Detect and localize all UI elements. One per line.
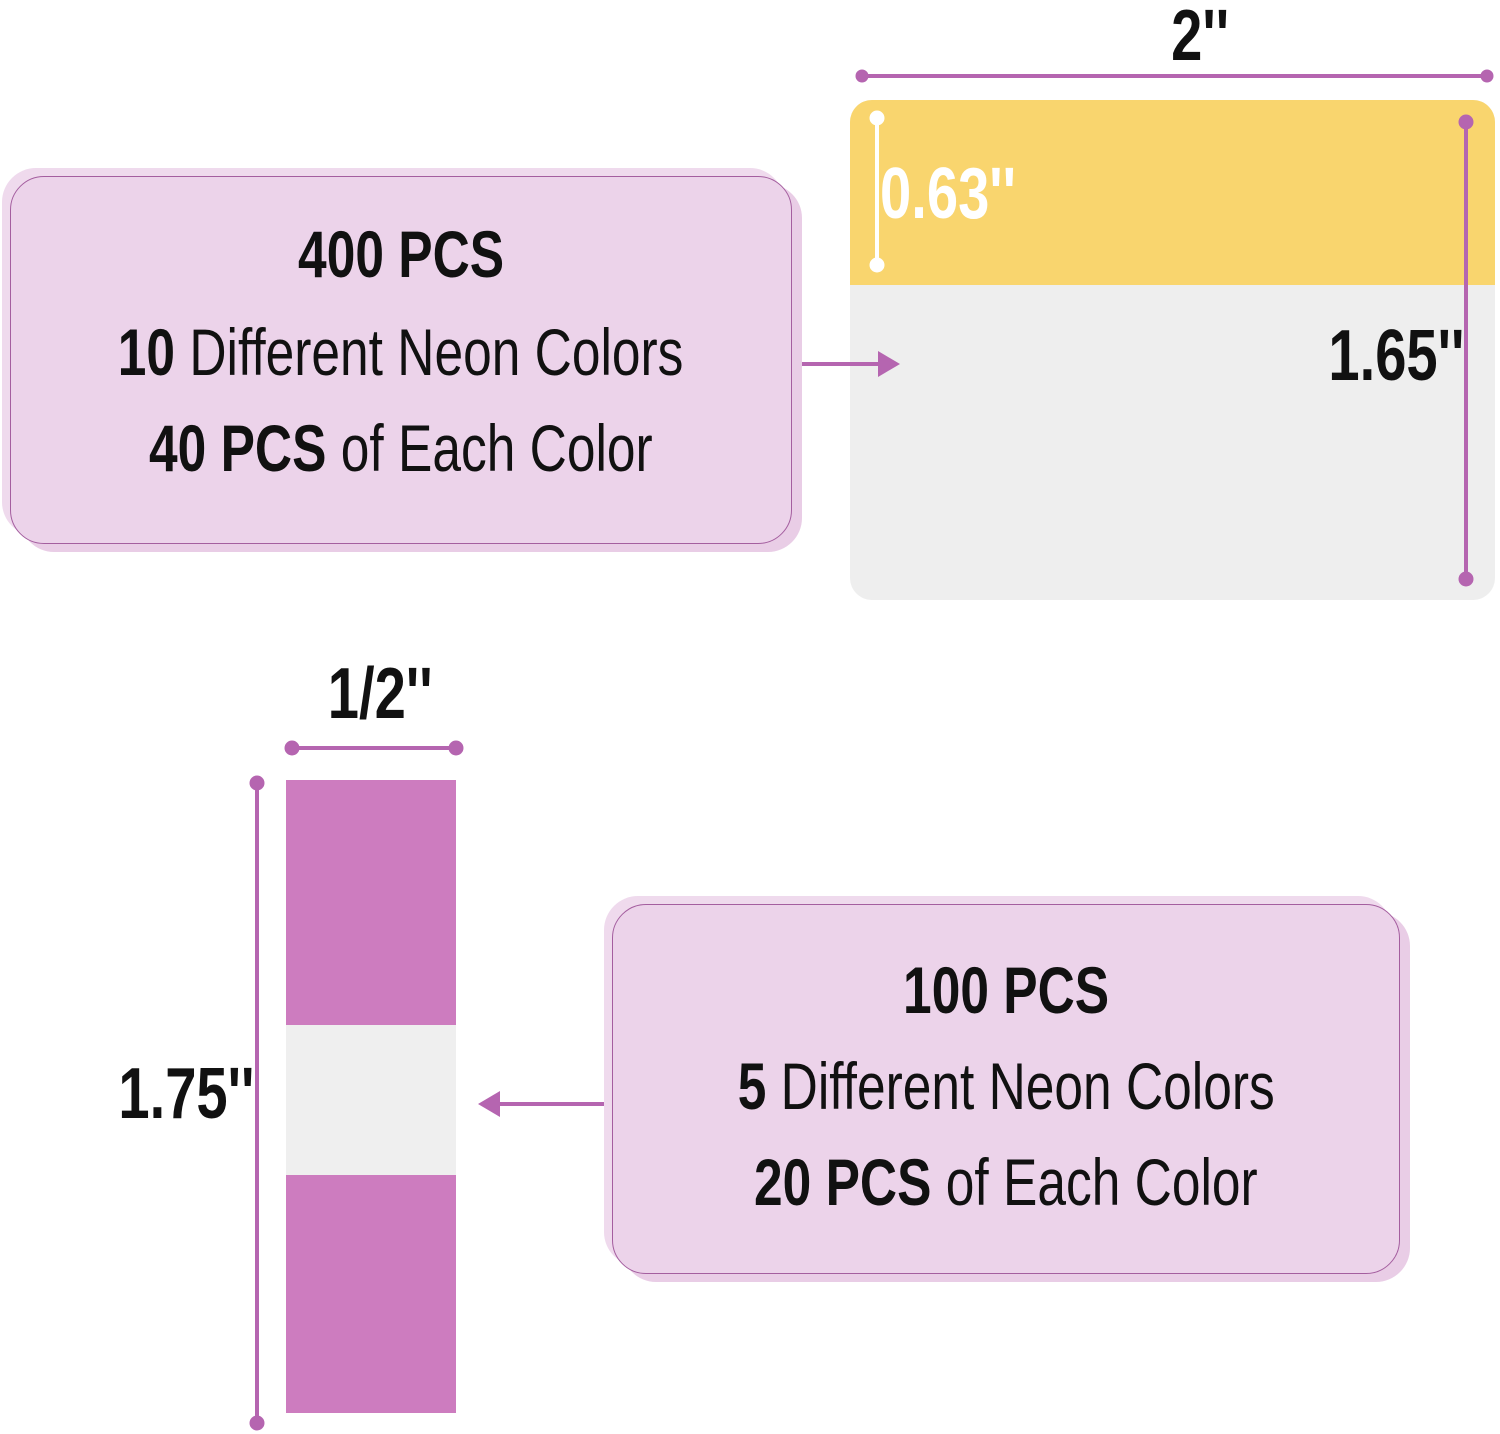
large-tab-height-label: 1.65''	[1328, 316, 1465, 396]
small-tab-total: 100 PCS	[902, 953, 1110, 1027]
large-tab-strip-height-label: 0.63''	[880, 154, 1017, 234]
small-tab-per-color-line: 20 PCS of Each Color	[754, 1145, 1258, 1219]
small-tab-height-label: 1.75''	[118, 1054, 255, 1134]
large-tab-strip-height-line	[869, 110, 885, 273]
small-tab-width-label: 1/2''	[327, 654, 433, 734]
large-tab-image	[850, 100, 1495, 600]
large-tab-width-label: 2''	[1171, 0, 1229, 76]
arrow-right-icon	[798, 351, 900, 377]
small-tab-image	[286, 780, 456, 1413]
large-tab-info-box: 400 PCS 10 Different Neon Colors 40 PCS …	[10, 176, 792, 544]
large-tab-width-line	[855, 69, 1494, 83]
large-tab-per-color-line: 40 PCS of Each Color	[149, 411, 653, 485]
large-tab-color-strip	[850, 100, 1495, 285]
small-tab-width-line	[284, 740, 464, 756]
large-tab-height-line	[1458, 114, 1474, 587]
small-tab-info-box: 100 PCS 5 Different Neon Colors 20 PCS o…	[612, 904, 1400, 1274]
small-tab-height-line	[249, 775, 265, 1431]
small-tab-clear-section	[286, 1025, 456, 1175]
arrow-left-icon	[478, 1091, 610, 1117]
large-tab-colors-line: 10 Different Neon Colors	[118, 315, 684, 389]
small-tab-colors-line: 5 Different Neon Colors	[737, 1049, 1275, 1123]
large-tab-total: 400 PCS	[297, 217, 505, 291]
